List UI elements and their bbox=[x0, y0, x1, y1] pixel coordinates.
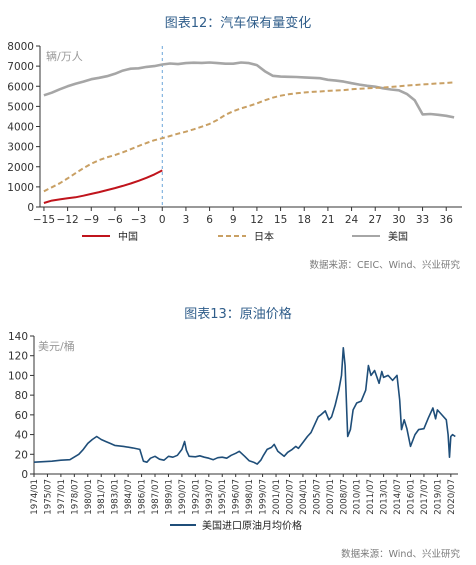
chart1-x-tick-label: 21 bbox=[321, 214, 334, 226]
chart2-x-tick-label: 1974/01 bbox=[30, 479, 40, 515]
chart1-x-tick-label: 9 bbox=[230, 214, 237, 226]
chart2-x-tick-label: 1983/01 bbox=[111, 479, 121, 515]
chart2-x-tick-label: 2013/01 bbox=[380, 479, 390, 515]
chart2-x-tick-label: 2004/01 bbox=[299, 479, 309, 515]
chart1-x-tick-label: −12 bbox=[57, 214, 79, 226]
chart1-legend-label-usa: 美国 bbox=[388, 230, 408, 243]
chart2-x-tick-label: 1995/01 bbox=[218, 479, 228, 515]
chart1-source: 数据来源：CEIC、Wind、兴业研究 bbox=[309, 260, 460, 271]
chart1-x-tick-label: 27 bbox=[369, 214, 382, 226]
chart2-x-tick-label: 2001/01 bbox=[272, 479, 282, 515]
chart2-unit-label: 美元/桶 bbox=[38, 339, 75, 353]
chart2-series-line bbox=[33, 347, 456, 465]
chart2-x-tick-label: 1980/01 bbox=[84, 479, 94, 515]
chart2-y-tick-label: 100 bbox=[8, 370, 28, 382]
chart1-x-tick-label: 24 bbox=[345, 214, 359, 226]
chart1-x-tick-label: −6 bbox=[107, 214, 123, 226]
chart2-y-tick-label: 0 bbox=[21, 469, 28, 481]
chart2-x-tick-label: 2017/07 bbox=[420, 479, 430, 515]
chart2-x-tick-label: 1984/07 bbox=[124, 479, 134, 515]
chart1-x-tick-label: 18 bbox=[298, 214, 311, 226]
chart1-y-tick-label: 7000 bbox=[7, 61, 34, 73]
chart1-title: 图表12：汽车保有量变化 bbox=[164, 16, 312, 31]
chart1-legend-label-japan: 日本 bbox=[254, 230, 274, 243]
chart1-x-tick-label: 36 bbox=[440, 214, 454, 226]
chart2-x-tick-label: 1993/07 bbox=[205, 479, 215, 515]
chart2-x-tick-label: 2002/07 bbox=[285, 479, 295, 515]
chart2-x-tick-label: 2010/01 bbox=[353, 479, 363, 515]
chart2-x-tick-label: 2011/07 bbox=[366, 479, 376, 515]
chart1-series-line-usa bbox=[43, 61, 455, 119]
chart2-y-tick-label: 80 bbox=[15, 390, 28, 402]
chart2-x-tick-label: 1977/01 bbox=[57, 479, 67, 515]
chart1-legend-label-china: 中国 bbox=[118, 230, 138, 243]
chart1-x-tick-label: 12 bbox=[250, 214, 263, 226]
chart1-x-tick-label: −9 bbox=[84, 214, 99, 226]
chart1-y-tick-label: 2000 bbox=[7, 162, 34, 174]
chart1-x-tick-label: −15 bbox=[33, 214, 55, 226]
chart1-x-tick-label: 30 bbox=[392, 214, 405, 226]
chart2-x-tick-label: 1989/01 bbox=[164, 479, 174, 515]
chart1-x-tick-label: 15 bbox=[274, 214, 287, 226]
chart1-y-tick-label: 8000 bbox=[7, 41, 34, 53]
chart2-x-tick-label: 2020/07 bbox=[447, 479, 457, 515]
chart1-y-tick-label: 3000 bbox=[7, 142, 34, 154]
chart1-series-line-china bbox=[43, 169, 163, 204]
chart2-legend-label: 美国进口原油月均价格 bbox=[202, 519, 302, 532]
chart2-y-tick-label: 60 bbox=[15, 410, 28, 422]
chart2-y-tick-label: 120 bbox=[8, 351, 28, 363]
chart2-y-tick-label: 140 bbox=[8, 331, 28, 343]
chart2-x-tick-label: 1987/07 bbox=[151, 479, 161, 515]
chart2-x-tick-label: 1986/01 bbox=[138, 479, 148, 515]
chart2-x-tick-label: 1996/07 bbox=[232, 479, 242, 515]
chart2-x-tick-label: 2019/01 bbox=[433, 479, 443, 515]
chart1-series-line-japan bbox=[43, 81, 455, 193]
chart2-x-tick-label: 1999/07 bbox=[259, 479, 269, 515]
chart2-x-tick-label: 1981/07 bbox=[97, 479, 107, 515]
chart2-y-tick-label: 20 bbox=[15, 449, 28, 461]
chart1-y-tick-label: 0 bbox=[27, 202, 34, 214]
chart2-x-tick-label: 2008/07 bbox=[339, 479, 349, 515]
chart2-y-tick-label: 40 bbox=[15, 430, 28, 442]
chart1-y-tick-label: 4000 bbox=[7, 122, 34, 134]
chart2-x-tick-label: 2016/01 bbox=[406, 479, 416, 515]
chart2-x-tick-label: 1992/01 bbox=[191, 479, 201, 515]
chart1-x-tick-label: 3 bbox=[183, 214, 190, 226]
chart1-y-tick-label: 6000 bbox=[7, 81, 34, 93]
chart1-x-tick-label: 0 bbox=[159, 214, 166, 226]
chart2-source: 数据来源：Wind、兴业研究 bbox=[341, 549, 460, 560]
chart1-x-tick-label: 33 bbox=[416, 214, 429, 226]
chart2-x-tick-label: 1998/01 bbox=[245, 479, 255, 515]
chart2-x-tick-label: 2007/01 bbox=[326, 479, 336, 515]
chart2-x-tick-label: 1978/07 bbox=[70, 479, 80, 515]
chart2-x-tick-label: 1990/07 bbox=[178, 479, 188, 515]
chart1-unit-label: 辆/万人 bbox=[46, 49, 83, 63]
chart2-title: 图表13：原油价格 bbox=[184, 307, 292, 322]
chart2-x-tick-label: 1975/07 bbox=[43, 479, 53, 515]
chart2-x-tick-label: 2014/07 bbox=[393, 479, 403, 515]
chart1-x-tick-label: 6 bbox=[206, 214, 213, 226]
chart1-x-tick-label: −3 bbox=[131, 214, 146, 226]
chart1-y-tick-label: 1000 bbox=[7, 182, 34, 194]
chart2-x-tick-label: 2005/07 bbox=[312, 479, 322, 515]
chart1-y-tick-label: 5000 bbox=[7, 101, 34, 113]
